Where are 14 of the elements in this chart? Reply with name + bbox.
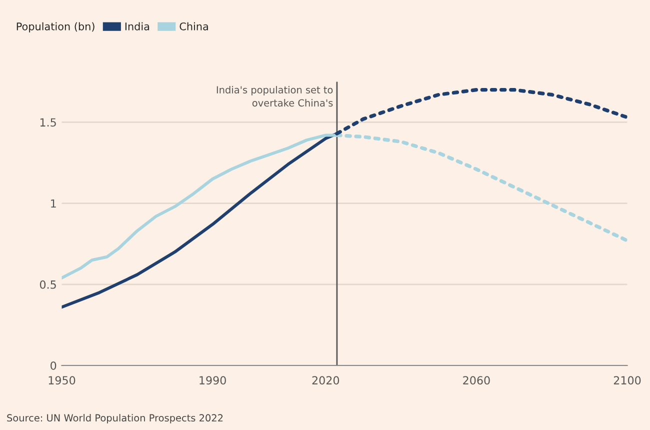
y-tick-label: 0.5	[40, 280, 56, 289]
x-tick-label: 2060	[463, 376, 490, 385]
legend-label: China	[180, 22, 208, 30]
x-tick-label: 1950	[48, 376, 76, 385]
x-tick-label: 2020	[312, 376, 340, 385]
ref-line-label: India's population set to overtake China's	[216, 86, 333, 107]
y-tick-label: 0	[50, 361, 56, 370]
legend-label: India	[125, 22, 150, 30]
source-note: Source: UN World Population Prospects 2022	[7, 414, 223, 424]
x-tick-label: 1990	[200, 376, 226, 385]
y-tick-label: 1	[51, 199, 56, 208]
y-tick-label: 1.5	[40, 118, 56, 127]
legend-title: Population (bn)	[16, 22, 94, 32]
x-tick-label: 2100	[614, 376, 641, 385]
